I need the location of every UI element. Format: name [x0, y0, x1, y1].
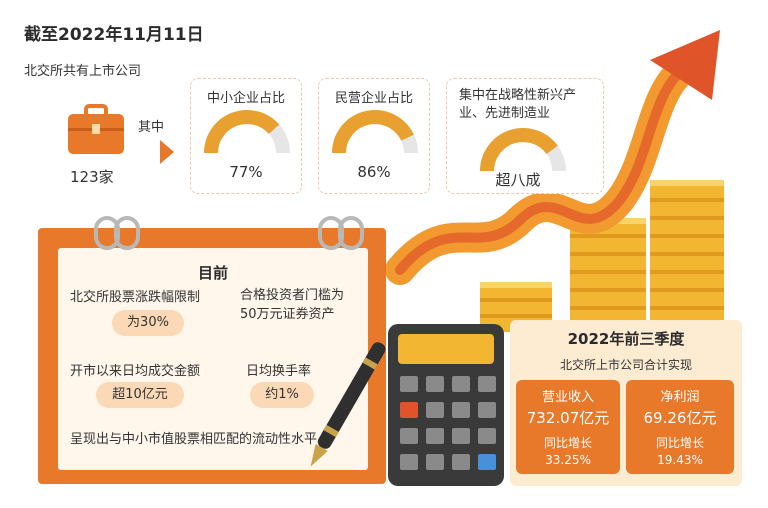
calendar-ring-icon — [338, 216, 364, 250]
gauge-strategic — [480, 128, 566, 172]
company-count: 123家 — [70, 168, 114, 186]
stat-value: 86% — [357, 163, 391, 181]
intro-text: 北交所共有上市公司 — [24, 64, 142, 79]
net-profit-growth-value: 19.43% — [657, 453, 703, 467]
calendar-page — [58, 248, 368, 470]
net-profit-value: 69.26亿元 — [643, 409, 717, 427]
net-profit-card: 净利润 69.26亿元 同比增长 19.43% — [626, 380, 734, 474]
calendar-ring-icon — [94, 216, 120, 250]
page-title: 截至2022年11月11日 — [24, 25, 204, 45]
stat-strategic-industry: 集中在战略性新兴产业、先进制造业 超八成 — [446, 78, 604, 194]
pen-icon — [310, 342, 386, 467]
stat-label: 民营企业占比 — [334, 91, 413, 106]
turnover-rate-value: 约1% — [250, 382, 314, 408]
current-heading: 目前 — [197, 264, 228, 282]
revenue-label: 营业收入 — [541, 390, 594, 405]
investor-threshold-label: 合格投资者门槛为50万元证券资产 — [240, 288, 345, 322]
liquidity-summary: 呈现出与中小市值股票相匹配的流动性水平 — [70, 432, 318, 447]
net-profit-label: 净利润 — [660, 390, 700, 405]
avg-turnover-amount-value: 超10亿元 — [96, 382, 184, 408]
arrow-right-icon — [160, 140, 174, 164]
q3-title: 2022年前三季度 — [567, 330, 685, 348]
growth-illustration — [385, 30, 724, 332]
price-limit-label: 北交所股票涨跌幅限制 — [70, 290, 201, 305]
gauge-sme — [204, 110, 290, 154]
calculator-icon — [388, 324, 504, 486]
avg-turnover-amount-label: 开市以来日均成交金额 — [70, 364, 201, 379]
coin-stacks — [480, 180, 724, 332]
stat-label: 集中在战略性新兴产业、先进制造业 — [459, 88, 577, 121]
calendar-ring-icon — [114, 216, 140, 250]
among-label: 其中 — [138, 120, 165, 135]
briefcase-icon — [68, 104, 124, 154]
revenue-growth-value: 33.25% — [545, 453, 591, 467]
revenue-value: 732.07亿元 — [526, 409, 610, 427]
stat-label: 中小企业占比 — [206, 91, 285, 106]
q3-subtitle: 北交所上市公司合计实现 — [559, 358, 692, 372]
stat-value: 超八成 — [495, 171, 541, 189]
net-profit-growth-label: 同比增长 — [655, 436, 704, 450]
stat-value: 77% — [229, 163, 263, 181]
gauge-private — [332, 110, 418, 154]
turnover-rate-label: 日均换手率 — [246, 364, 312, 379]
revenue-growth-label: 同比增长 — [543, 436, 592, 450]
price-limit-value: 为30% — [112, 310, 184, 336]
rising-arrow — [385, 30, 720, 285]
calendar-ring-icon — [318, 216, 344, 250]
stat-private-share: 民营企业占比 86% — [318, 78, 430, 194]
revenue-card: 营业收入 732.07亿元 同比增长 33.25% — [516, 380, 620, 474]
stat-sme-share: 中小企业占比 77% — [190, 78, 302, 194]
